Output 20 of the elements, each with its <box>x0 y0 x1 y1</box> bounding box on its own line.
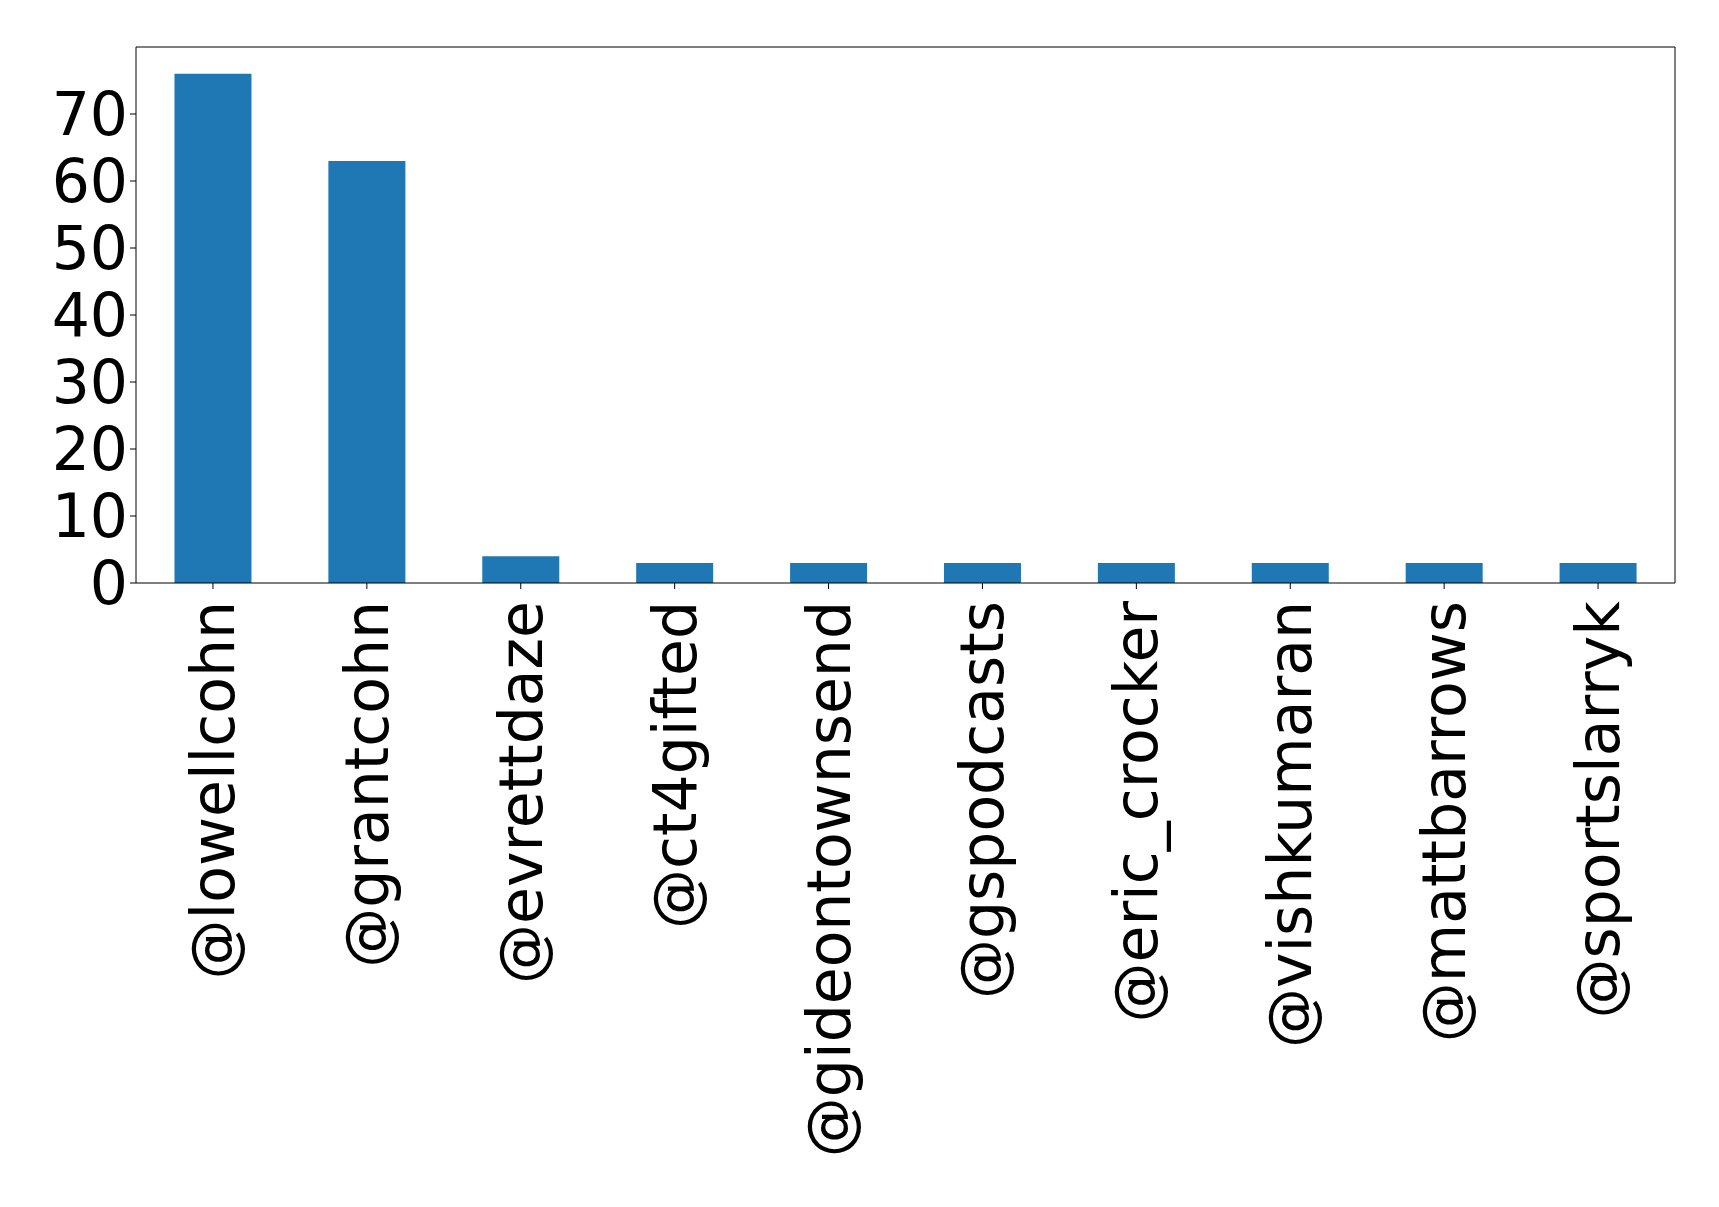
x-tick-label: @evrettdaze <box>485 601 556 984</box>
bar <box>174 73 252 583</box>
x-tick-label: @sportslarryk <box>1563 600 1634 1019</box>
bar <box>636 562 714 583</box>
bar <box>943 562 1021 583</box>
bar <box>482 556 560 583</box>
bar <box>1405 562 1483 583</box>
bar <box>1251 562 1329 583</box>
x-tick-label: @lowellcohn <box>177 601 248 980</box>
x-tick-label: @mattbarrows <box>1409 601 1480 1043</box>
x-tick-label: @gspodcasts <box>947 601 1018 1000</box>
bar <box>328 160 406 583</box>
bar <box>1097 562 1175 583</box>
bar <box>1559 562 1637 583</box>
x-tick-label: @ct4gifted <box>639 601 710 930</box>
x-tick-label: @grantcohn <box>331 601 402 968</box>
x-tick-label: @eric_crocker <box>1101 600 1172 1023</box>
x-tick-label: @vishkumaran <box>1255 601 1326 1049</box>
bar <box>790 562 868 583</box>
x-tick-label: @gideontownsend <box>793 601 864 1158</box>
